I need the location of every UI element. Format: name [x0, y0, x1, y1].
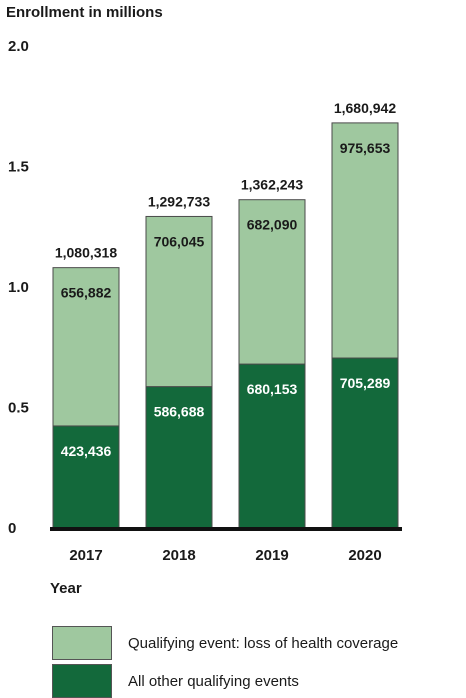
data-label-other-events: 705,289 — [340, 375, 391, 391]
bar-segment-other-events — [331, 357, 399, 529]
plot-area: 0 0.5 1.0 1.5 2.0 423,436 656,882 1,080,318 2017… — [8, 38, 402, 560]
legend-label-other-events: All other qualifying events — [128, 672, 299, 690]
data-label-other-events: 423,436 — [61, 443, 112, 459]
y-tick-label: 1.0 — [8, 279, 29, 296]
data-label-loss-of-coverage: 706,045 — [154, 233, 205, 249]
data-label-loss-of-coverage: 682,090 — [247, 217, 298, 233]
bar-segment-loss-of-coverage — [331, 122, 399, 359]
legend-item-loss-of-coverage: Qualifying event: loss of health coverag… — [52, 626, 398, 660]
y-tick-label: 1.5 — [8, 159, 29, 176]
y-tick-label: 0.5 — [8, 400, 29, 417]
y-tick-label: 0 — [8, 520, 16, 537]
bar-segment-loss-of-coverage — [52, 267, 120, 427]
legend-label-loss-of-coverage: Qualifying event: loss of health coverag… — [128, 634, 399, 652]
total-label: 1,362,243 — [241, 177, 303, 193]
x-tick-label: 2017 — [69, 547, 102, 560]
x-tick-label: 2020 — [348, 547, 381, 560]
y-tick-label: 2.0 — [8, 38, 29, 55]
data-label-loss-of-coverage: 656,882 — [61, 285, 112, 301]
data-label-loss-of-coverage: 975,653 — [340, 140, 391, 156]
x-axis-title: Year — [50, 580, 82, 597]
bar-segment-loss-of-coverage — [145, 215, 213, 388]
data-label-other-events: 680,153 — [247, 381, 298, 397]
total-label: 1,080,318 — [55, 245, 117, 261]
bar-segment-other-events — [52, 425, 120, 529]
total-label: 1,680,942 — [334, 100, 396, 116]
y-axis-title: Enrollment in millions — [6, 4, 163, 21]
legend-item-other-events: All other qualifying events — [52, 664, 299, 698]
legend-swatch-other-events — [52, 664, 112, 698]
legend-swatch-loss-of-coverage — [52, 626, 112, 660]
data-label-other-events: 586,688 — [154, 404, 205, 420]
x-tick-label: 2019 — [255, 547, 288, 560]
bar-segment-loss-of-coverage — [238, 199, 306, 365]
total-label: 1,292,733 — [148, 193, 210, 209]
bar-segment-other-events — [238, 363, 306, 529]
x-tick-label: 2018 — [162, 547, 195, 560]
